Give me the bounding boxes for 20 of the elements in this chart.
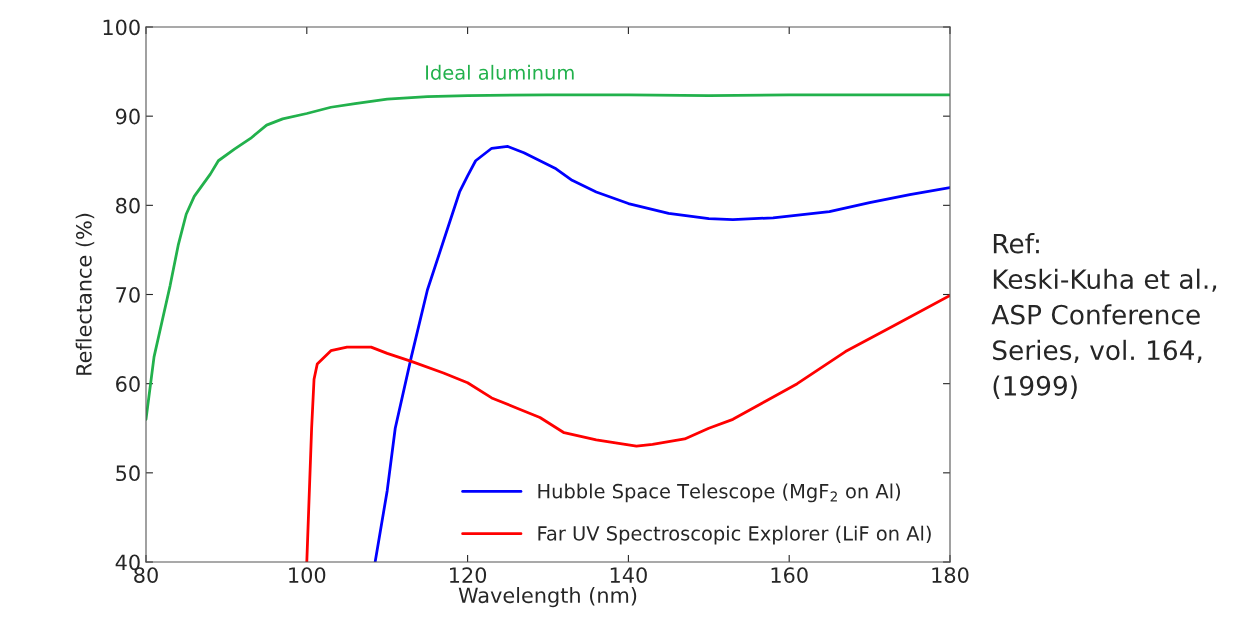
y-tick-label: 80 bbox=[116, 197, 140, 214]
text: Ref: Keski-Kuha et al., ASP Conference Series, vol. 164, (1999) bbox=[991, 233, 1217, 399]
line-series bbox=[146, 93, 950, 421]
annotation: Ideal aluminum bbox=[426, 64, 574, 80]
y-tick-label: 100 bbox=[103, 19, 140, 36]
y-tick-label: 90 bbox=[115, 108, 140, 125]
y-tick-label: 70 bbox=[116, 286, 140, 303]
y-tick-label: 60 bbox=[116, 376, 140, 392]
x-axis-title: Wavelength (nm) bbox=[458, 587, 637, 608]
legend-label: Far UV Spectroscopic Explorer (LiF on Al) bbox=[538, 525, 931, 545]
line-series bbox=[305, 294, 950, 562]
y-tick-label: 50 bbox=[116, 465, 140, 482]
x-tick-label: 180 bbox=[932, 567, 969, 583]
x-tick-label: 120 bbox=[450, 567, 487, 583]
x-tick-label: 160 bbox=[771, 567, 808, 583]
legend-label: Hubble Space Telescope (MgF$_{2}$ on Al) bbox=[538, 483, 901, 503]
y-axis-title: Reflectance (%) bbox=[75, 213, 95, 375]
x-tick-label: 140 bbox=[610, 567, 647, 583]
x-tick-label: 100 bbox=[289, 567, 326, 583]
line-series bbox=[373, 145, 950, 562]
